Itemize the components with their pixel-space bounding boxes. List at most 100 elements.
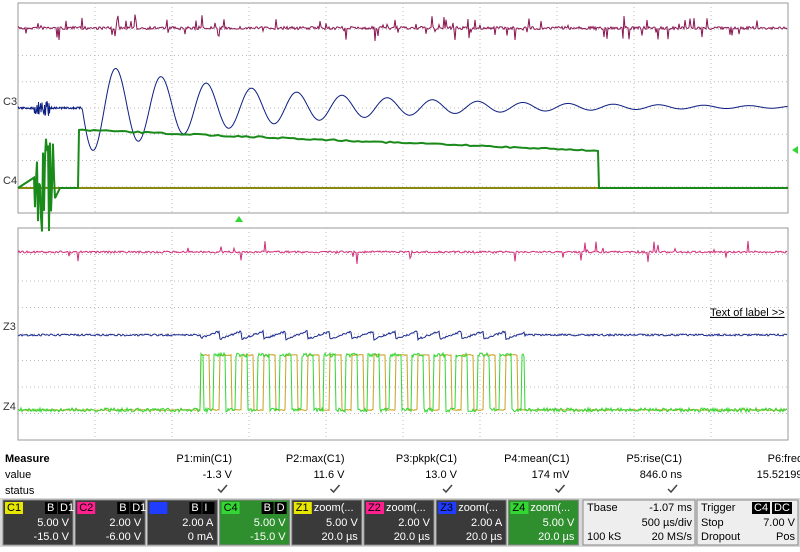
measure-value: 13.0 V: [425, 469, 457, 481]
channel-name: C1: [7, 502, 21, 514]
channel-tag: B: [47, 502, 54, 514]
measure-value: -1.3 V: [203, 469, 233, 481]
channel-tag-bg: [130, 502, 143, 514]
channel-tag-bg: [202, 502, 215, 514]
trace-label: C3: [3, 96, 17, 108]
channel-tag: B: [191, 502, 198, 514]
measure-name: P2:max(C1): [286, 453, 345, 465]
channel-chip: [366, 502, 384, 514]
trigger-type: Dropout: [701, 531, 740, 543]
trace-label: Z4: [3, 401, 16, 413]
timebase-delay: -1.07 ms: [649, 502, 692, 514]
trace-label: Z3: [3, 321, 16, 333]
channel-label: zoom(...: [530, 502, 570, 514]
channel-name: Z4: [512, 502, 525, 514]
trace-label: C4: [3, 175, 17, 187]
measure-value: 846.0 ns: [640, 469, 683, 481]
trace-z4: [17, 351, 788, 414]
trace-z3: [17, 329, 788, 342]
channel-chip: [293, 502, 312, 514]
trigger-marker: [235, 216, 243, 222]
channel-chip: [221, 502, 240, 514]
channel-offset: -15.0 V: [34, 531, 70, 543]
channel-label: zoom(...: [314, 502, 354, 514]
trigger-slope: Pos: [776, 531, 795, 543]
channel-name: Z1: [296, 502, 309, 514]
channel-scale: 5.00 V: [254, 517, 286, 529]
trigger-title: Trigger: [701, 502, 736, 514]
channel-chip: [438, 502, 457, 514]
channel-chip: [149, 502, 168, 514]
status-check: [554, 484, 566, 494]
timebase-scale: 500 µs/div: [642, 517, 693, 529]
trace-c3: [17, 68, 788, 151]
channel-tag-bg: [274, 502, 287, 514]
channel-name: C4: [224, 502, 238, 514]
channel-tag: D: [277, 502, 285, 514]
measure-name: P5:rise(C1): [626, 453, 682, 465]
channel-offset: 20.0 µs: [466, 531, 503, 543]
timebase-rate: 20 MS/s: [652, 531, 693, 543]
channel-scale: 2.00 A: [182, 517, 214, 529]
channel-scale: 2.00 A: [471, 517, 503, 529]
channel-scale: 5.00 V: [326, 517, 358, 529]
channel-tag: B: [119, 502, 126, 514]
channel-name: Z3: [440, 502, 453, 514]
status-check: [442, 484, 453, 494]
channel-tag: D1: [132, 502, 146, 514]
status-check: [217, 484, 228, 494]
channel-name: Z2: [368, 502, 381, 514]
channel-tag-bg: [45, 502, 57, 514]
measure-title: Measure: [5, 453, 50, 465]
channel-offset: 20.0 µs: [394, 531, 431, 543]
channel-label: zoom(...: [458, 502, 498, 514]
channel-tag-bg: [58, 502, 70, 514]
channel-offset: -15.0 V: [250, 531, 286, 543]
channel-tag-bg: [189, 502, 202, 514]
status-check: [329, 484, 341, 494]
trigger-level: 7.00 V: [763, 517, 795, 529]
timebase-box: [582, 499, 696, 546]
channel-tag: D1: [60, 502, 74, 514]
channel-chip: [77, 502, 96, 514]
trigger-chip: [772, 502, 792, 514]
channel-tag-bg: [117, 502, 130, 514]
measure-value: 15.52199 kHz: [757, 469, 800, 481]
measure-name: P3:pkpk(C1): [396, 453, 457, 465]
channel-tag: I: [204, 502, 207, 514]
timebase-samples: 100 kS: [587, 531, 621, 543]
trigger-box: [696, 499, 799, 546]
level-marker: [792, 146, 798, 154]
measure-name: P6:freq(C3): [768, 453, 800, 465]
measure-value: 11.6 V: [314, 469, 346, 481]
channel-chip: [5, 502, 23, 514]
trace-top: [17, 14, 788, 42]
measure-value: 174 mV: [532, 469, 571, 481]
channel-offset: 0 mA: [188, 531, 214, 543]
trigger-mode: Stop: [701, 517, 724, 529]
channel-offset: 20.0 µs: [538, 531, 575, 543]
channel-chip: [510, 502, 529, 514]
trigger-chip: [752, 502, 770, 514]
trigger-coupling: DC: [774, 502, 790, 514]
channel-scale: 2.00 V: [398, 517, 430, 529]
trace-c4: [17, 128, 788, 232]
channel-scale: 2.00 V: [109, 517, 141, 529]
trace-z2: [17, 240, 788, 264]
trigger-source: C4: [754, 502, 768, 514]
channel-offset: -6.00 V: [106, 531, 142, 543]
row-label: value: [5, 469, 31, 481]
channel-tag-bg: [261, 502, 274, 514]
timebase-title: Tbase: [587, 502, 618, 514]
channel-offset: 20.0 µs: [321, 531, 358, 543]
measure-name: P4:mean(C1): [504, 453, 569, 465]
row-label: status: [5, 485, 35, 497]
status-check: [667, 484, 678, 494]
channel-tag: B: [264, 502, 271, 514]
channel-scale: 5.00 V: [37, 517, 69, 529]
measure-name: P1:min(C1): [176, 453, 232, 465]
annotation: Text of label >>: [710, 307, 785, 319]
channel-name: C2: [79, 502, 93, 514]
